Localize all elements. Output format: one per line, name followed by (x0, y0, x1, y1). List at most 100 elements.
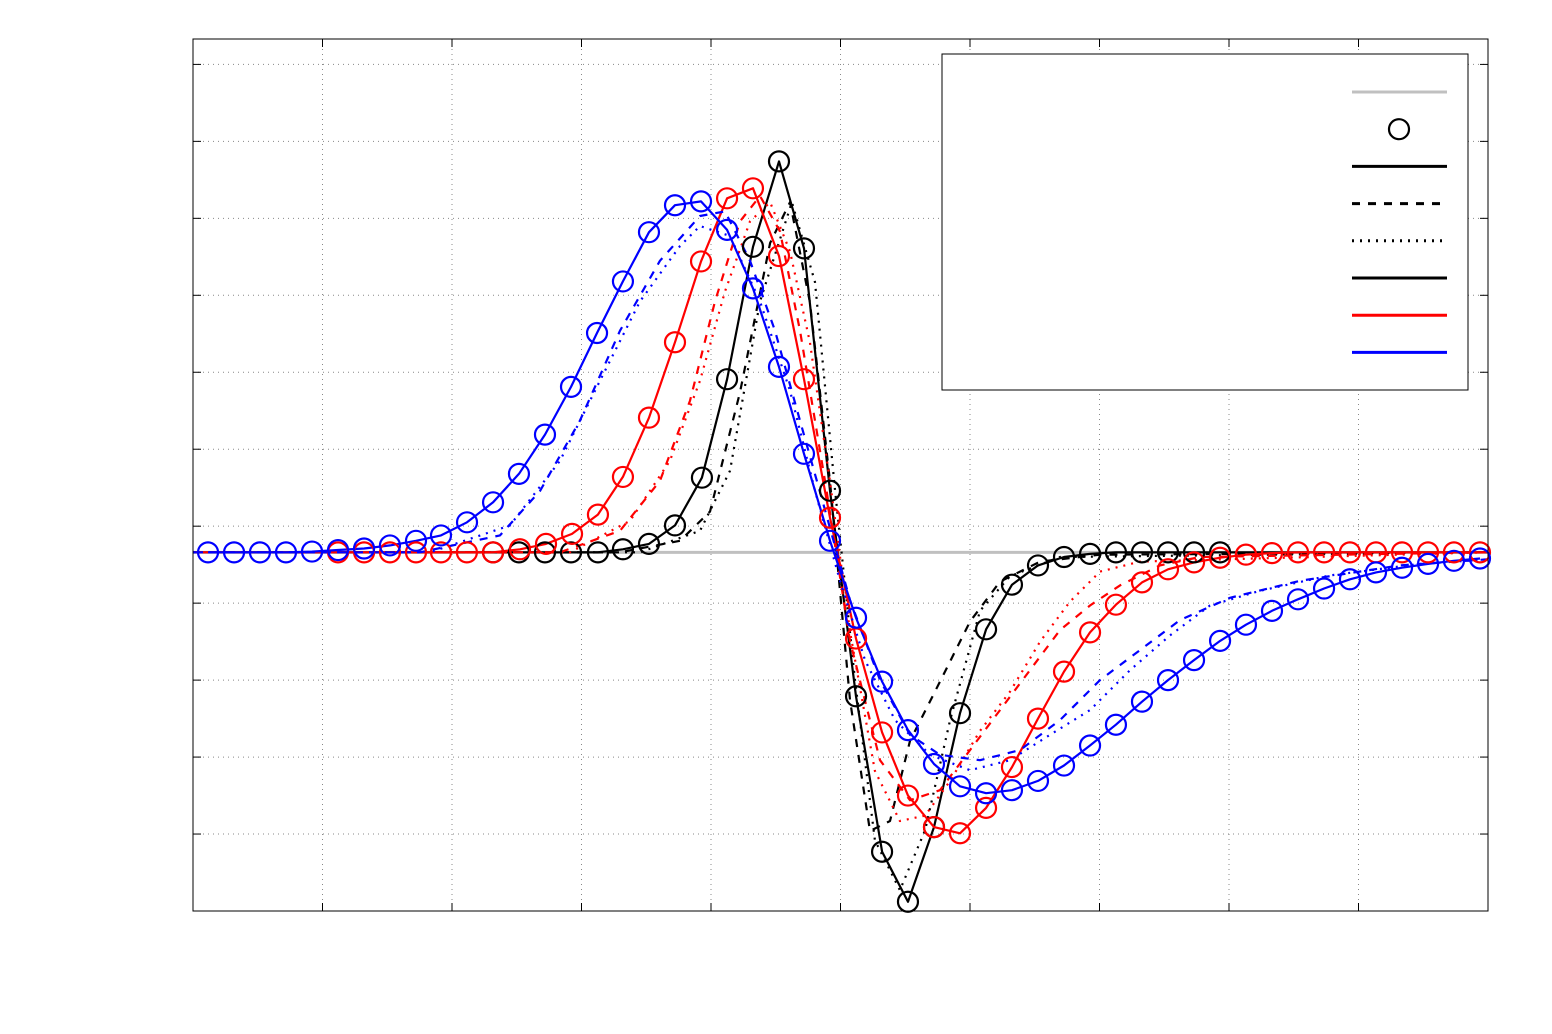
legend (941, 53, 1469, 391)
data-point-marker (1052, 754, 1076, 777)
data-point-marker (896, 890, 920, 913)
data-point-marker (429, 541, 453, 564)
data-point-marker (1078, 734, 1102, 757)
data-point-marker (1338, 541, 1362, 564)
data-point-marker (1104, 593, 1128, 616)
data-point-marker (481, 491, 505, 514)
legend-box (941, 53, 1469, 391)
data-point-marker (870, 670, 894, 693)
data-point-marker (455, 541, 478, 564)
data-point-marker (586, 541, 610, 564)
data-point-marker (1000, 779, 1024, 802)
data-point-marker (922, 752, 946, 776)
data-point-marker (1234, 613, 1258, 636)
data-point-marker (974, 796, 998, 819)
data-point-marker (974, 782, 998, 805)
data-point-marker (1338, 568, 1362, 591)
data-point-marker (1286, 588, 1310, 611)
data-point-marker (248, 541, 272, 564)
data-point-marker (1182, 648, 1206, 672)
data-point-marker (844, 606, 868, 629)
data-point-marker (508, 538, 532, 561)
data-point-marker (1026, 554, 1050, 577)
data-point-marker (1442, 541, 1466, 564)
data-point-marker (896, 719, 920, 742)
data-point-marker (585, 321, 609, 345)
data-point-marker (818, 506, 842, 529)
data-point-marker (715, 368, 739, 391)
data-point-marker (507, 462, 531, 485)
data-point-marker (586, 503, 610, 526)
data-point-marker (637, 221, 661, 244)
data-point-marker (196, 541, 220, 564)
data-point-marker (922, 816, 946, 839)
data-point-marker (1156, 669, 1180, 692)
data-point-marker (481, 541, 505, 564)
data-point-marker (1130, 571, 1154, 594)
data-point-marker (1390, 541, 1414, 564)
data-point-marker (948, 822, 972, 845)
data-point-marker (1208, 629, 1232, 652)
data-point-marker (663, 331, 687, 354)
data-point-marker (792, 237, 816, 260)
data-point-marker (560, 522, 584, 545)
series-line-2 (193, 201, 1489, 892)
data-point-marker (637, 532, 661, 555)
data-point-marker (1130, 541, 1154, 564)
data-point-marker (534, 532, 558, 555)
data-point-marker (1026, 707, 1050, 730)
data-point-marker (1052, 545, 1076, 569)
data-point-marker (1390, 556, 1414, 579)
data-point-marker (1364, 561, 1388, 584)
data-point-marker (741, 177, 765, 200)
data-point-marker (715, 187, 739, 210)
data-point-marker (1312, 577, 1336, 600)
data-point-marker (1442, 549, 1466, 572)
data-point-marker (948, 702, 972, 725)
data-point-marker (767, 244, 791, 268)
data-point-marker (404, 529, 428, 552)
data-point-marker (1416, 552, 1440, 575)
series-line-1 (193, 201, 1489, 833)
data-point-marker (1260, 599, 1284, 622)
data-point-marker (690, 466, 714, 489)
data-point-marker (1416, 541, 1440, 564)
data-point-marker (326, 538, 350, 562)
data-point-marker (533, 423, 557, 446)
data-point-marker (1078, 542, 1102, 565)
data-point-marker (455, 511, 479, 534)
data-point-marker (1052, 660, 1076, 683)
data-point-marker (1078, 621, 1102, 644)
plot-frame (192, 38, 1489, 912)
data-point-marker (663, 194, 687, 217)
data-point-marker (974, 618, 998, 641)
data-point-marker (1468, 541, 1492, 564)
data-point-marker (559, 375, 583, 398)
data-point-marker (300, 540, 324, 563)
data-point-marker (1000, 573, 1024, 596)
data-point-marker (429, 524, 453, 547)
data-point-marker (1312, 541, 1336, 564)
series-line-7 (193, 210, 1489, 762)
data-point-marker (792, 368, 816, 391)
data-point-marker (689, 250, 713, 273)
data-point-marker (663, 514, 687, 537)
data-point-marker (741, 235, 765, 258)
data-point-marker (1156, 541, 1180, 564)
data-point-marker (637, 406, 661, 429)
data-point-marker (274, 541, 298, 564)
data-point-marker (533, 541, 557, 564)
data-point-marker (818, 529, 842, 552)
data-point-marker (378, 534, 402, 557)
legend-marker (1387, 118, 1411, 141)
series-group (193, 150, 1492, 913)
data-point-marker (611, 270, 635, 293)
data-point-marker (1468, 547, 1492, 570)
data-point-marker (1104, 713, 1128, 736)
data-point-marker (222, 541, 246, 564)
series-line-8 (193, 224, 1489, 772)
data-point-marker (870, 840, 894, 863)
data-point-marker (844, 685, 868, 708)
data-point-marker (1286, 541, 1310, 564)
